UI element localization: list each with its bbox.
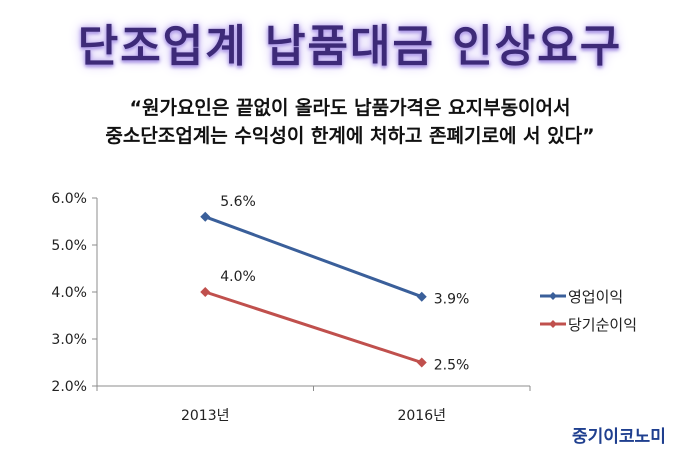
series-line-2 [204, 290, 423, 364]
y-tick-label: 5.0% [51, 238, 87, 254]
data-label: 5.6% [220, 194, 256, 210]
data-point-marker [200, 211, 211, 222]
legend-label: 당기순이익 [568, 316, 637, 334]
data-point-marker [416, 291, 427, 302]
data-point-marker [200, 287, 211, 297]
y-tick-label: 3.0% [51, 332, 87, 348]
page-title: 단조업계 납품대금 인상요구 [77, 21, 623, 72]
legend-swatch-marker [549, 320, 557, 328]
legend-label: 영업이익 [568, 288, 623, 306]
data-label: 3.9% [434, 292, 470, 308]
legend-swatch-marker [549, 292, 557, 300]
y-tick-label: 4.0% [51, 285, 87, 301]
quote-line-2: 중소단조업계는 수익성이 한계에 처하고 존폐기로에 서 있다” [105, 125, 595, 147]
x-tick-label: 2016년 [397, 408, 446, 424]
y-tick-label: 6.0% [51, 191, 87, 207]
data-label: 4.0% [220, 269, 256, 285]
data-label: 2.5% [434, 358, 470, 374]
brand-logo-text: 중기이코노미 [572, 427, 666, 447]
y-tick-label: 2.0% [51, 379, 87, 395]
series-line-1 [204, 215, 423, 299]
x-tick-label: 2013년 [181, 408, 230, 424]
quote-line-1: “원가요인은 끝없이 올라도 납품가격은 요지부동이어서 [129, 97, 571, 119]
data-point-marker [416, 357, 427, 368]
